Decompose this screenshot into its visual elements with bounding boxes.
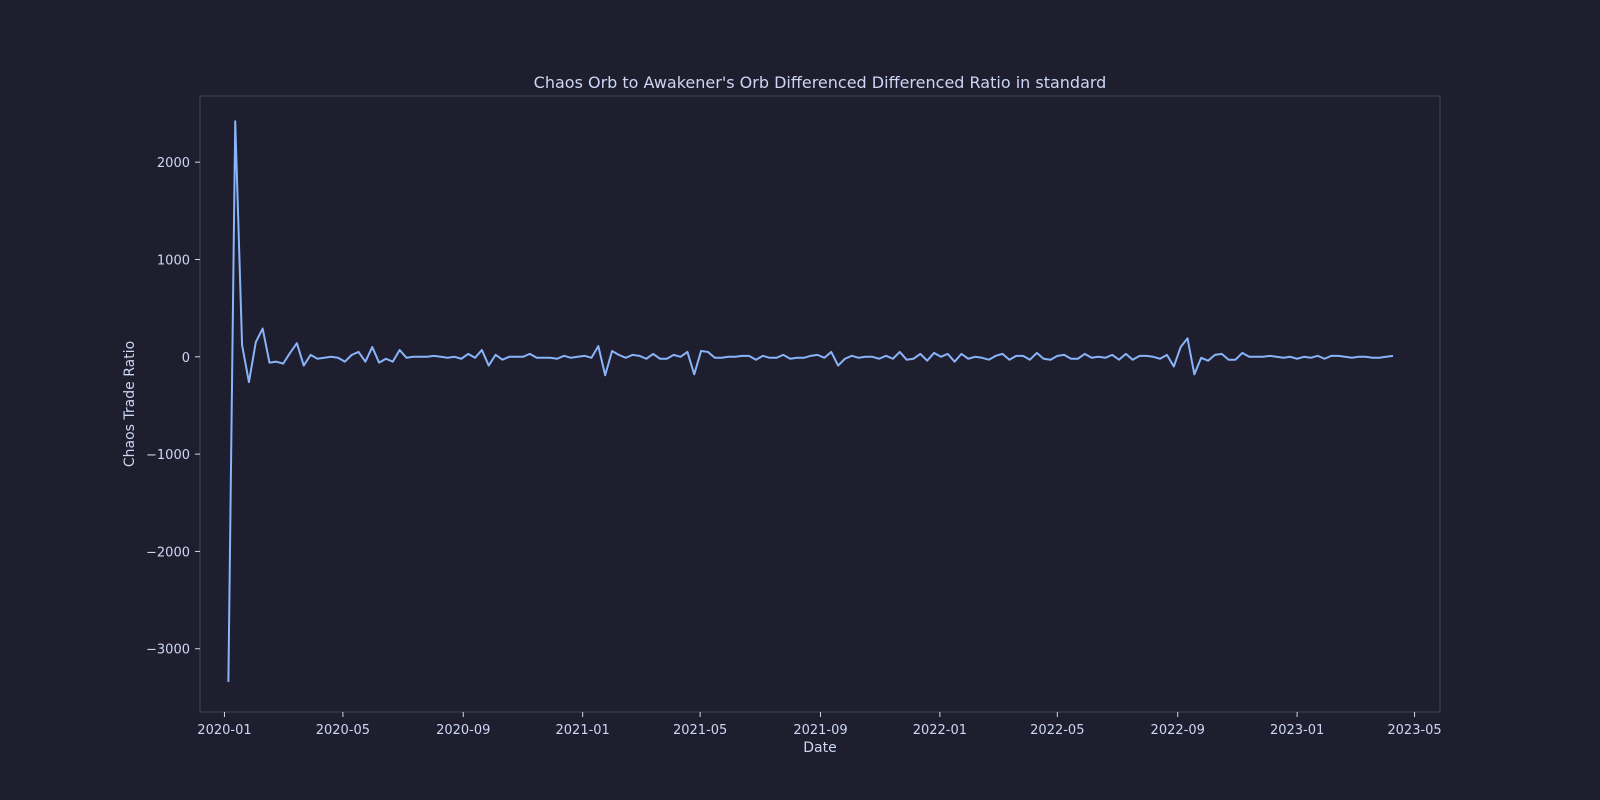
series-line [227,120,1394,682]
x-tick-label: 2021-09 [793,723,847,738]
x-tick-label: 2023-01 [1270,723,1324,738]
series-group [227,120,1394,682]
x-tick-label: 2020-09 [436,723,490,738]
x-tick-label: 2022-05 [1030,723,1084,738]
plot-area [199,95,1441,713]
y-tick-label: 2000 [157,156,190,171]
y-tick-label: 1000 [157,253,190,268]
x-axis-label: Date [803,740,836,756]
x-tick-label: 2023-05 [1387,723,1441,738]
y-tick-label: −2000 [146,545,190,560]
x-axis-ticks: 2020-01 2020-05 2020-09 2021-01 2021-05 2021-… [197,712,1442,738]
x-tick-label: 2020-01 [197,723,251,738]
x-tick-label: 2021-01 [556,723,610,738]
y-axis-ticks: −3000 −2000 −1000 0 1000 2000 [146,156,200,658]
y-tick-label: −1000 [146,448,190,463]
y-tick-label: −3000 [146,643,190,658]
y-tick-label: 0 [182,351,190,366]
x-tick-label: 2022-01 [913,723,967,738]
x-tick-label: 2021-05 [673,723,727,738]
x-tick-label: 2020-05 [316,723,370,738]
chart-title: Chaos Orb to Awakener's Orb Differenced … [534,73,1107,92]
y-axis-label: Chaos Trade Ratio [122,341,138,467]
x-tick-label: 2022-09 [1151,723,1205,738]
